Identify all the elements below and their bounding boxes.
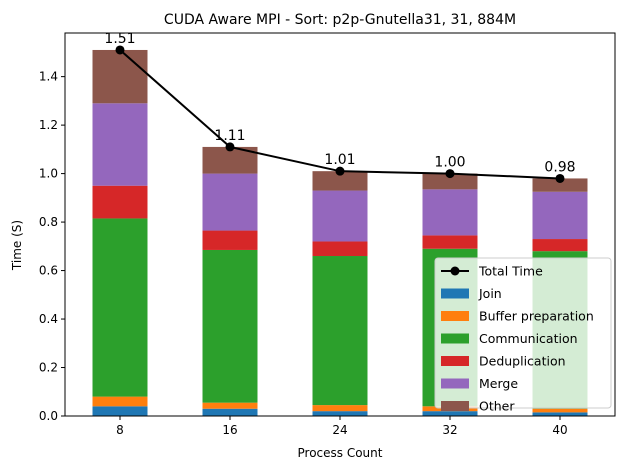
bar-segment-buffer-preparation	[312, 405, 368, 412]
x-tick-label: 16	[222, 423, 237, 437]
y-tick-label: 1.0	[39, 167, 58, 181]
bar-segment-merge	[532, 191, 588, 240]
total-time-value-label: 0.98	[544, 159, 575, 175]
bar-segment-other	[532, 178, 588, 192]
y-axis-label: Time (S)	[10, 220, 24, 271]
bar-segment-merge	[422, 189, 478, 236]
legend-swatch	[441, 378, 469, 389]
legend-swatch	[441, 401, 469, 411]
chart-title: CUDA Aware MPI - Sort: p2p-Gnutella31, 3…	[164, 12, 516, 28]
y-tick-label: 1.4	[39, 70, 58, 84]
total-time-point	[445, 169, 455, 179]
x-tick-label: 24	[332, 423, 347, 437]
legend-label: Communication	[479, 331, 578, 346]
bar-segment-join	[92, 406, 148, 416]
x-axis-label: Process Count	[298, 446, 383, 460]
legend-swatch	[441, 311, 469, 321]
bar-segment-communication	[312, 256, 368, 406]
legend-label: Other	[479, 399, 515, 414]
legend: Total Time Join Buffer preparation Communic…	[434, 257, 612, 414]
total-time-point	[335, 166, 345, 176]
legend-label: Join	[478, 286, 502, 301]
y-tick-label: 0.6	[39, 264, 58, 278]
y-tick-label: 0.0	[39, 409, 58, 423]
bar-segment-join	[202, 408, 258, 416]
total-time-value-label: 1.11	[214, 128, 245, 144]
bar-segment-deduplication	[202, 230, 258, 250]
bar-segment-other	[312, 171, 368, 191]
bar-segment-join	[312, 411, 368, 416]
legend-label: Merge	[479, 376, 518, 391]
bar-segment-communication	[202, 249, 258, 403]
y-tick-label: 0.4	[39, 312, 58, 326]
bar-segment-merge	[92, 103, 148, 186]
bar-segment-buffer-preparation	[92, 396, 148, 407]
legend-swatch	[441, 333, 469, 344]
legend-line-marker	[450, 266, 460, 276]
bar-segment-deduplication	[312, 241, 368, 257]
bar-segment-merge	[202, 173, 258, 231]
bar-segment-join	[532, 412, 588, 416]
total-time-value-label: 1.00	[434, 155, 465, 171]
total-time-value-label: 1.01	[324, 152, 355, 168]
legend-swatch	[441, 356, 469, 366]
bar-segment-other	[92, 49, 148, 104]
legend-label: Buffer preparation	[479, 309, 594, 324]
total-time-point	[555, 173, 565, 183]
legend-box	[434, 257, 612, 409]
bar-segment-deduplication	[422, 235, 478, 249]
x-tick-label: 40	[552, 423, 567, 437]
x-tick-label: 8	[116, 423, 124, 437]
bar-segment-other	[422, 173, 478, 190]
bar-segment-deduplication	[532, 239, 588, 252]
y-tick-label: 0.2	[39, 361, 58, 375]
legend-label: Deduplication	[479, 354, 566, 369]
legend-label: Total Time	[478, 264, 543, 279]
bar-segment-buffer-preparation	[532, 408, 588, 413]
total-time-point	[115, 45, 125, 55]
bar-segment-merge	[312, 190, 368, 242]
y-tick-label: 1.2	[39, 118, 58, 132]
total-time-point	[225, 142, 235, 152]
legend-swatch	[441, 288, 469, 299]
bar-segment-buffer-preparation	[202, 402, 258, 409]
bar-segment-deduplication	[92, 185, 148, 219]
bar-segment-join	[422, 411, 478, 416]
bar-segment-communication	[92, 218, 148, 397]
total-time-value-label: 1.51	[104, 31, 135, 47]
y-tick-label: 0.8	[39, 215, 58, 229]
x-tick-label: 32	[442, 423, 457, 437]
